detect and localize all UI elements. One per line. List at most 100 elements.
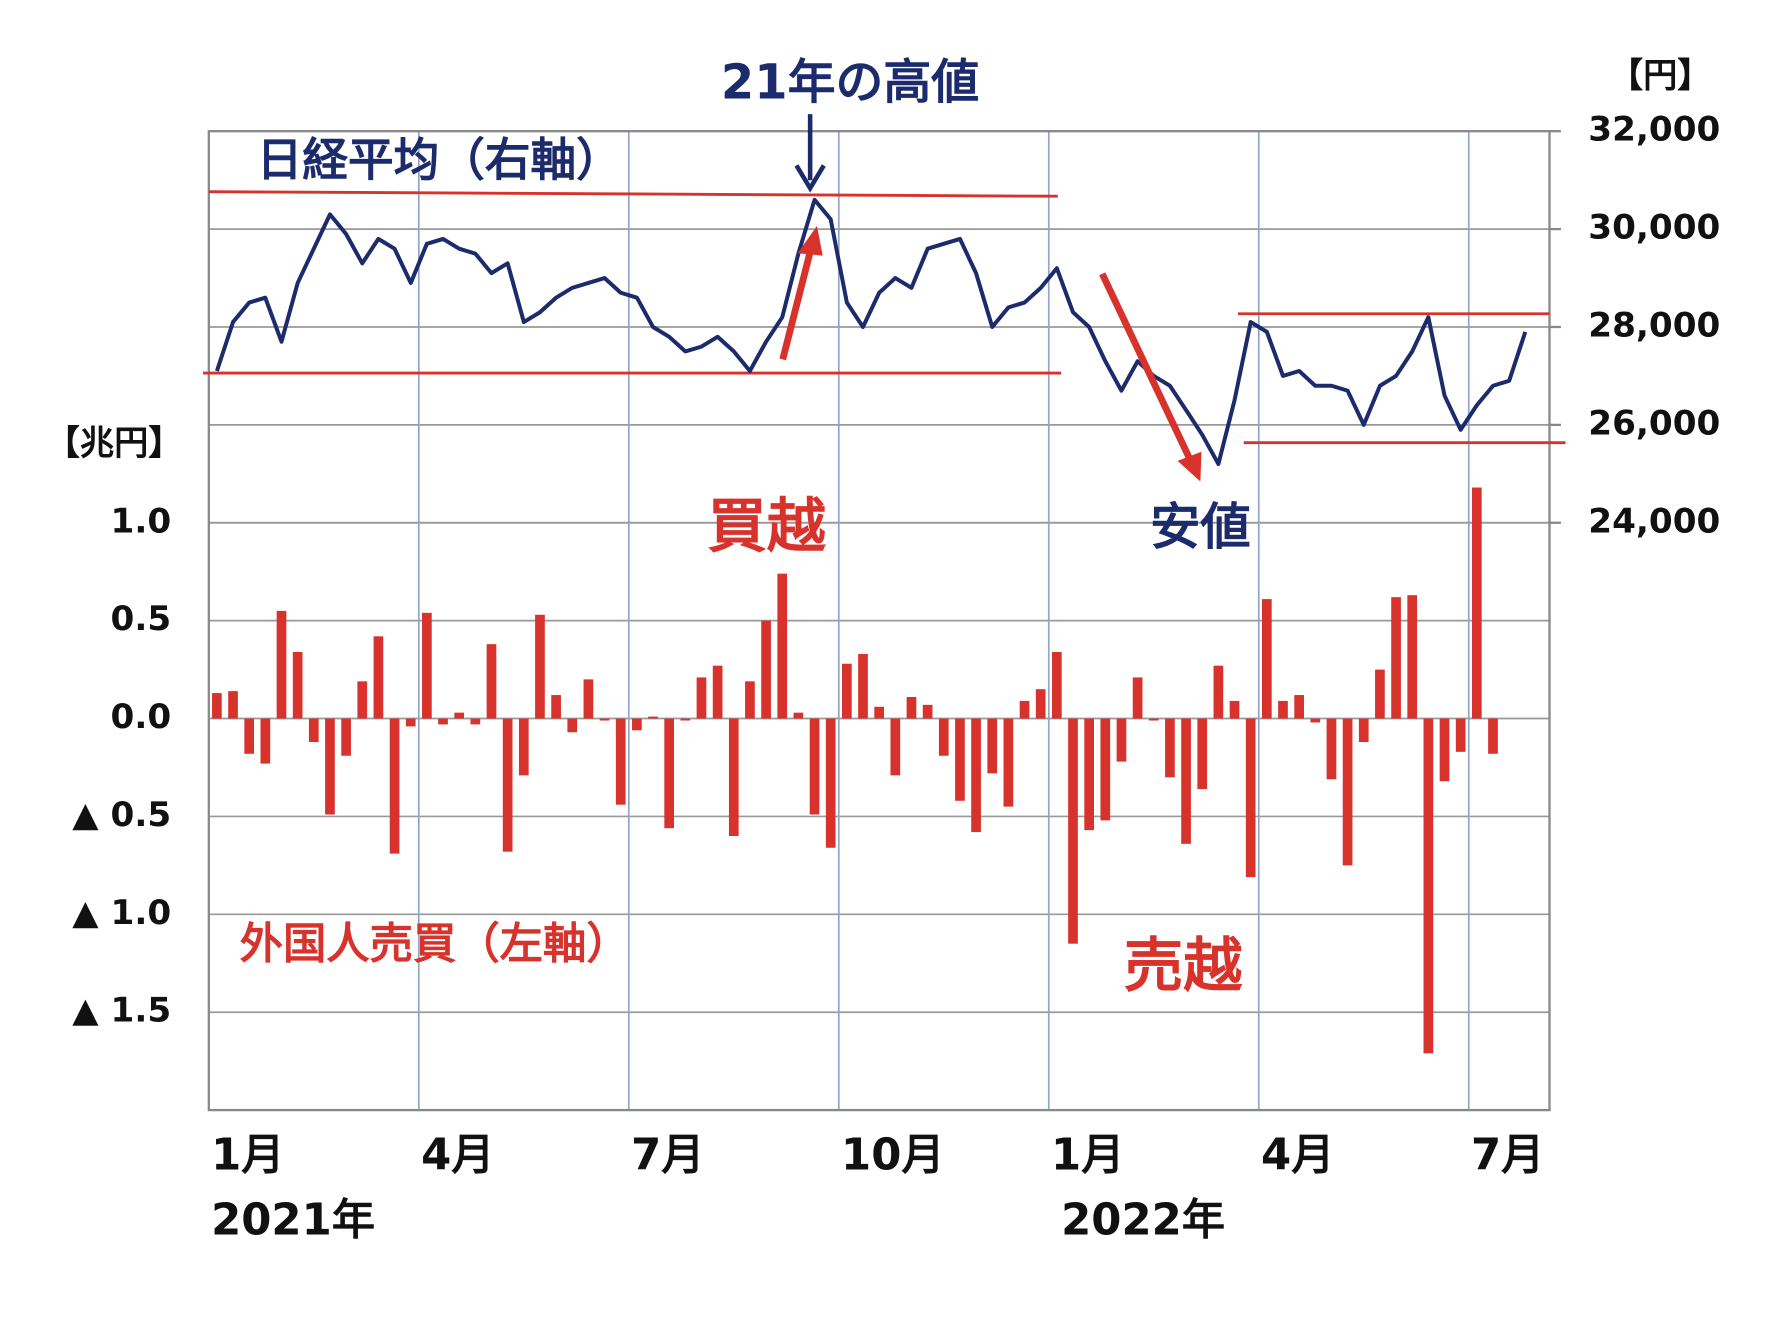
y-tick-label: 0.5	[111, 599, 172, 639]
bar	[922, 704, 933, 719]
lines	[215, 197, 1528, 467]
bar	[1132, 677, 1143, 719]
bar	[454, 712, 465, 719]
bar	[955, 718, 965, 801]
x-tick-label: 4月	[421, 1131, 495, 1181]
year-label: 2021年	[211, 1196, 375, 1246]
bar	[809, 718, 820, 815]
bar	[260, 718, 271, 764]
bar	[308, 718, 319, 743]
bar	[1423, 718, 1434, 1054]
bar	[987, 718, 998, 774]
bar	[745, 681, 755, 719]
bar	[228, 691, 238, 719]
bar	[470, 718, 481, 725]
bar	[1294, 695, 1304, 719]
bar	[1213, 665, 1224, 719]
bar	[1407, 595, 1418, 719]
bar	[777, 573, 788, 719]
bar	[858, 653, 868, 719]
bar	[1181, 718, 1191, 844]
bar	[244, 718, 255, 754]
y2-tick-label: 26,000	[1588, 403, 1720, 443]
bar	[599, 718, 610, 721]
y-unit: 【兆円】	[46, 423, 183, 463]
bar	[1148, 718, 1159, 721]
bar	[502, 718, 513, 852]
year-label: 2022年	[1061, 1196, 1225, 1246]
x-tick-label: 1月	[1051, 1131, 1125, 1181]
bar	[535, 614, 545, 719]
y2-tick-label: 28,000	[1588, 305, 1720, 345]
bar	[728, 718, 739, 837]
bar	[761, 620, 771, 719]
annotation: 売越	[1124, 931, 1243, 1000]
bar	[1245, 718, 1256, 878]
bar	[325, 718, 335, 815]
bar	[1003, 718, 1014, 807]
bar	[1310, 718, 1321, 723]
bar	[615, 718, 626, 805]
bar	[842, 663, 852, 719]
bar	[438, 718, 448, 725]
bar	[938, 718, 949, 756]
y-tick-label: ▲ 1.5	[72, 991, 171, 1031]
arrows	[779, 114, 1202, 482]
y-tick-label: 1.0	[111, 501, 172, 541]
y-tick-label: ▲ 1.0	[72, 893, 171, 933]
bar	[1165, 718, 1175, 778]
bar	[1100, 718, 1111, 821]
arrow-head	[1177, 451, 1202, 482]
bar	[664, 718, 675, 829]
legend-label: 外国人売買（左軸）	[240, 919, 630, 969]
bar	[971, 718, 981, 833]
bar	[696, 677, 707, 719]
bar	[1342, 718, 1353, 866]
legend-label: 日経平均（右軸）	[257, 134, 622, 187]
arrow-head	[794, 164, 826, 193]
bar	[1326, 718, 1337, 780]
bar	[405, 718, 416, 727]
bar	[373, 636, 384, 719]
bar	[825, 718, 836, 848]
annotation: 21年の高値	[721, 56, 979, 111]
bar	[1488, 718, 1498, 754]
bar	[712, 665, 723, 719]
x-tick-label: 4月	[1261, 1131, 1335, 1181]
bar	[874, 706, 885, 719]
bar	[890, 718, 901, 776]
bar	[1035, 689, 1046, 719]
bar	[1229, 700, 1240, 719]
bar	[632, 718, 642, 731]
bar	[389, 718, 400, 854]
annotation: 買越	[707, 492, 826, 561]
bar	[1261, 599, 1272, 719]
bar	[1019, 700, 1030, 719]
plot-frame	[207, 130, 1551, 1112]
y-tick-label: ▲ 0.5	[72, 795, 171, 835]
x-tick-label: 7月	[1471, 1131, 1545, 1181]
bar	[583, 679, 594, 719]
bar	[1439, 718, 1450, 782]
bar	[1197, 718, 1208, 790]
line-series	[215, 197, 1528, 467]
bar	[906, 697, 917, 719]
arrow	[1099, 272, 1195, 464]
bar	[292, 651, 303, 719]
bar	[793, 712, 804, 719]
bar	[1116, 718, 1127, 762]
y2-tick-label: 32,000	[1588, 110, 1720, 150]
y-tick-label: 0.0	[111, 697, 172, 737]
bar	[357, 681, 368, 719]
bar	[212, 693, 222, 719]
x-tick-label: 7月	[631, 1131, 705, 1181]
bar	[422, 612, 432, 719]
bar	[1068, 718, 1078, 944]
bar	[486, 644, 497, 719]
y2-tick-label: 30,000	[1588, 208, 1720, 248]
bar	[648, 716, 658, 719]
bar	[680, 718, 691, 721]
bar	[276, 610, 287, 719]
bar	[1455, 718, 1466, 752]
